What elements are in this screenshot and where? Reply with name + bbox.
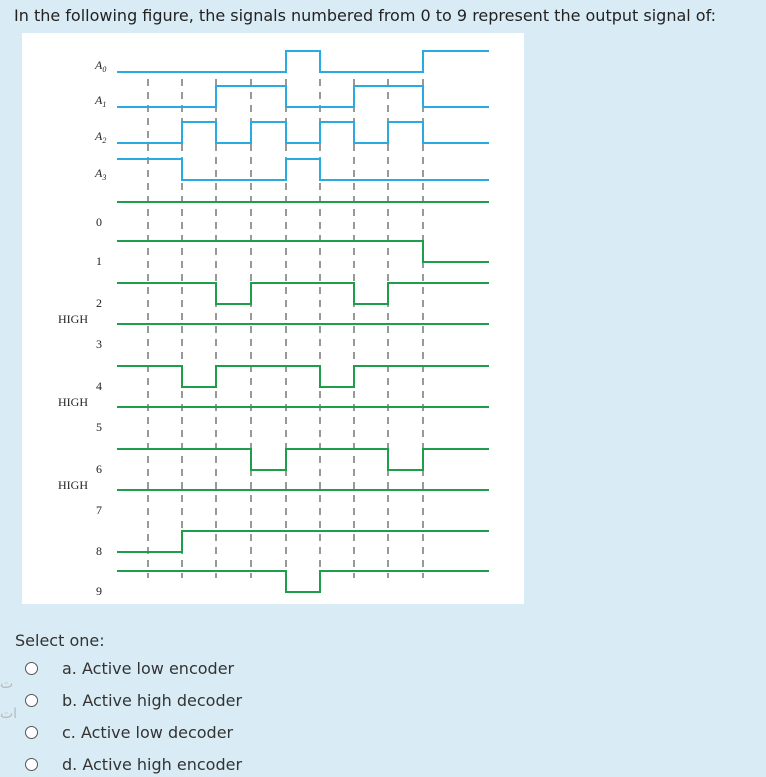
- input-waveform-a2: [117, 121, 489, 144]
- question-text: In the following figure, the signals num…: [14, 6, 717, 25]
- output-waveform-6: [117, 448, 489, 471]
- input-label-a0: A0: [94, 58, 106, 74]
- high-label: HIGH: [58, 478, 88, 492]
- output-label-5: 5: [96, 420, 102, 434]
- high-label: HIGH: [58, 312, 88, 326]
- radio-button-a[interactable]: [25, 662, 38, 675]
- option-d[interactable]: d. Active high encoder: [0, 755, 300, 777]
- output-label-2: 2: [96, 296, 102, 310]
- output-label-7: 7: [96, 503, 102, 517]
- sidebar-glyph-1: ت: [0, 676, 14, 692]
- input-waveform-a3: [117, 158, 489, 181]
- output-label-3: 3: [96, 337, 102, 351]
- high-label: HIGH: [58, 395, 88, 409]
- input-waveform-a1: [117, 85, 489, 108]
- radio-button-d[interactable]: [25, 758, 38, 771]
- radio-button-b[interactable]: [25, 694, 38, 707]
- output-waveform-2: [117, 282, 489, 305]
- option-c-label[interactable]: c. Active low decoder: [62, 723, 234, 742]
- option-a[interactable]: a. Active low encoder: [0, 659, 300, 681]
- sidebar-glyph-2: ات: [0, 706, 18, 722]
- input-label-a2: A2: [94, 129, 106, 145]
- output-label-0: 0: [96, 215, 102, 229]
- input-label-a3: A3: [94, 166, 106, 182]
- option-c[interactable]: c. Active low decoder: [0, 723, 300, 745]
- output-waveform-1: [117, 240, 489, 263]
- radio-button-c[interactable]: [25, 726, 38, 739]
- input-waveform-a0: [117, 50, 489, 73]
- output-label-9: 9: [96, 584, 102, 598]
- output-label-4: 4: [96, 379, 102, 393]
- output-label-1: 1: [96, 254, 102, 268]
- option-a-label[interactable]: a. Active low encoder: [62, 659, 235, 678]
- output-waveform-8: [117, 530, 489, 553]
- select-one-label: Select one:: [15, 631, 105, 650]
- timing-diagram-figure: A0 A1 A2 A3 0 1 2 3 HIGH 4 5 HIGH 6 7 HIGH 8 9: [22, 33, 524, 604]
- output-waveform-9: [117, 570, 489, 593]
- option-d-label[interactable]: d. Active high encoder: [62, 755, 243, 774]
- option-b[interactable]: b. Active high decoder: [0, 691, 300, 713]
- output-label-6: 6: [96, 462, 102, 476]
- output-waveform-4: [117, 365, 489, 388]
- output-label-8: 8: [96, 544, 102, 558]
- option-b-label[interactable]: b. Active high decoder: [62, 691, 243, 710]
- timing-diagram: A0 A1 A2 A3 0 1 2 3 HIGH 4 5 HIGH 6 7 HIGH 8 9: [58, 50, 489, 598]
- input-label-a1: A1: [94, 93, 106, 109]
